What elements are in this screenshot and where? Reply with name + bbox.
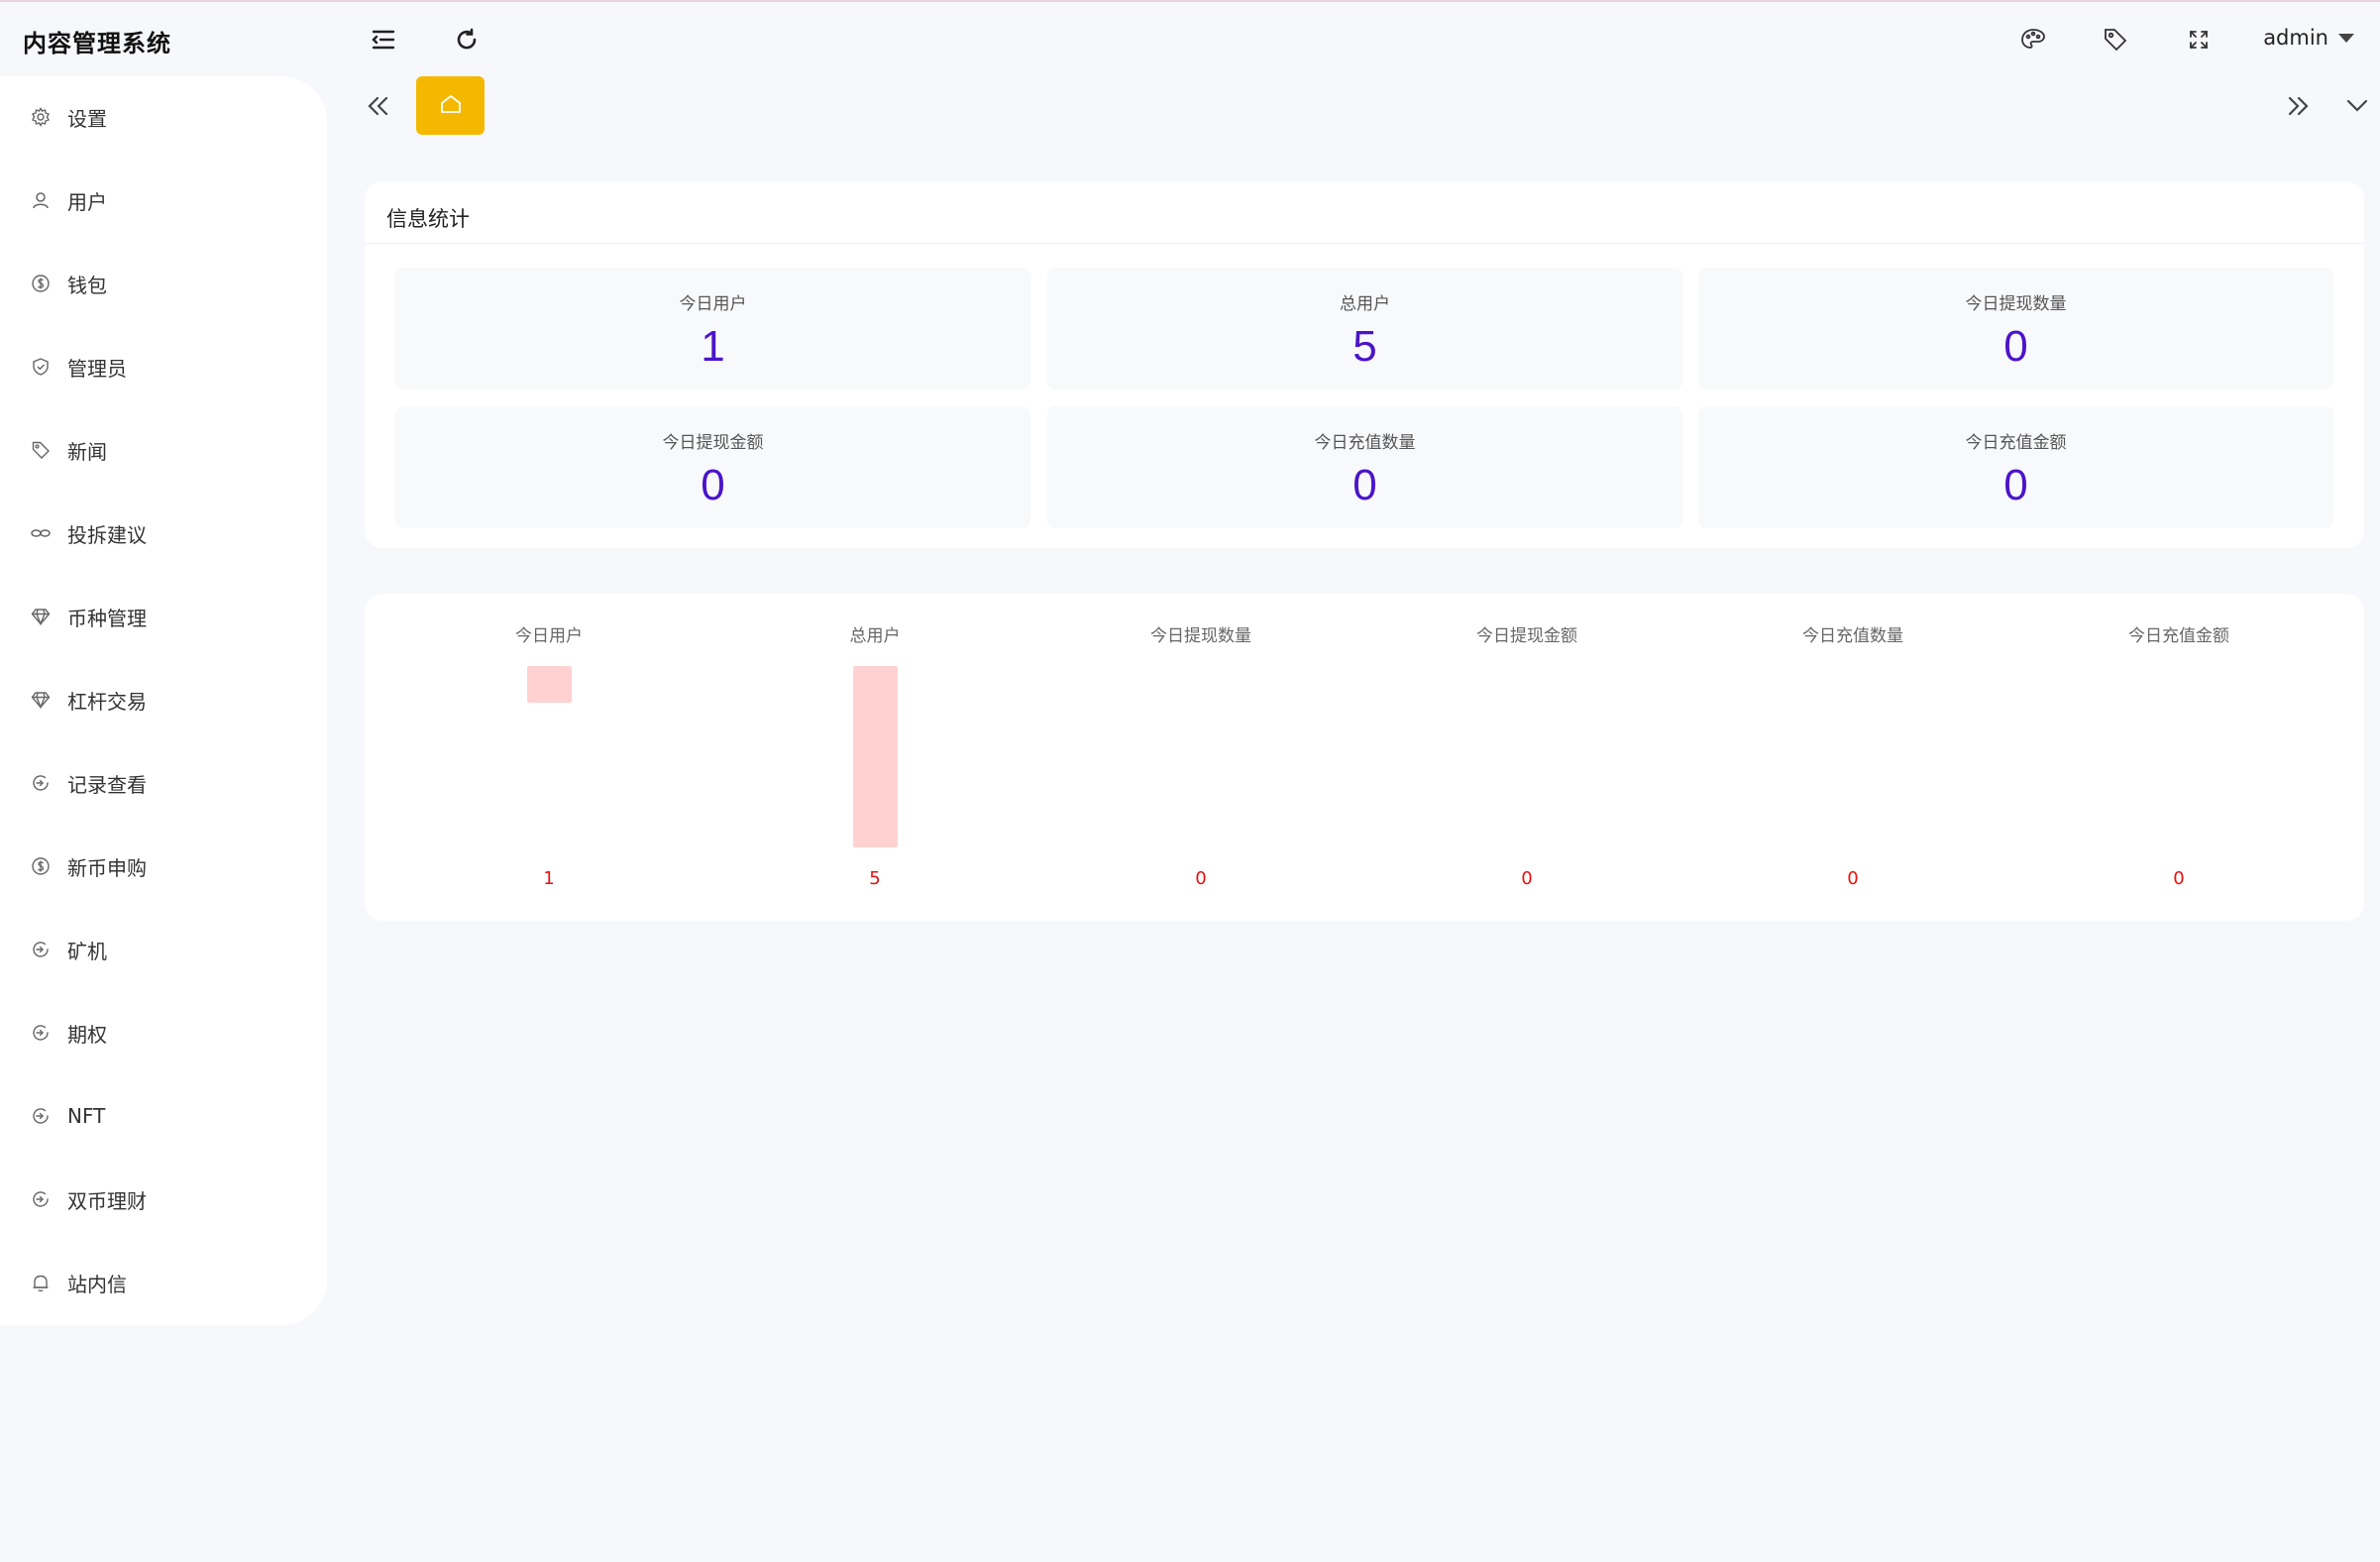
sidebar-item-label: 双币理财 <box>67 1188 147 1213</box>
stats-card: 信息统计 今日用户 1 总用户 5 今日提现数量 0 今日提现金额 0 今日充值… <box>365 181 2364 548</box>
coin-icon <box>30 273 52 294</box>
stat-label: 今日用户 <box>679 294 747 314</box>
stat-value: 0 <box>2003 322 2028 371</box>
circle-arrow-icon <box>30 772 52 794</box>
stat-today-recharge-count: 今日充值数量 0 <box>1047 406 1682 528</box>
stat-label: 今日提现金额 <box>662 433 764 453</box>
stat-label: 今日充值金额 <box>1965 433 2067 453</box>
sidebar-item-currency[interactable]: 币种管理 <box>0 587 327 646</box>
sidebar-item-label: 新币申购 <box>67 855 147 880</box>
sidebar-item-users[interactable]: 用户 <box>0 170 327 230</box>
chart-data-label: 0 <box>2173 868 2185 889</box>
chart-data-label: 5 <box>869 868 881 889</box>
username: admin <box>2263 26 2328 50</box>
tabs-dropdown-icon[interactable] <box>2337 86 2377 126</box>
circle-arrow-icon <box>30 1188 52 1210</box>
menu-fold-icon[interactable] <box>364 20 403 59</box>
sidebar-item-label: 杠杆交易 <box>67 689 147 714</box>
sidebar: 设置 用户 钱包 管理员 新闻 投拆建议 币种管理 杠杆交易 记录查看 新币申购… <box>0 76 327 1325</box>
circle-arrow-icon <box>30 939 52 960</box>
stat-value: 0 <box>1352 461 1377 509</box>
stat-today-users: 今日用户 1 <box>395 268 1030 390</box>
sidebar-item-label: 管理员 <box>67 356 127 381</box>
top-accent-line <box>0 0 2380 2</box>
gear-icon <box>30 106 52 128</box>
home-icon <box>439 93 463 119</box>
chart-bar <box>526 666 572 703</box>
stat-label: 总用户 <box>1340 294 1390 314</box>
stat-today-recharge-amount: 今日充值金额 0 <box>1698 406 2333 528</box>
sidebar-item-label: 用户 <box>67 189 107 214</box>
chart-data-label: 0 <box>1847 868 1859 889</box>
stat-today-withdraw-count: 今日提现数量 0 <box>1698 268 2333 390</box>
sidebar-item-label: 新闻 <box>67 439 107 464</box>
sidebar-item-dual-currency[interactable]: 双币理财 <box>0 1170 327 1229</box>
scroll-left-icon[interactable] <box>359 86 398 126</box>
caret-down-icon <box>2338 33 2354 43</box>
diamond-icon <box>30 689 52 711</box>
sidebar-item-options[interactable]: 期权 <box>0 1003 327 1062</box>
fullscreen-icon[interactable] <box>2179 20 2218 59</box>
scroll-right-icon[interactable] <box>2278 86 2318 126</box>
chart-data-label: 0 <box>1521 868 1533 889</box>
stat-today-withdraw-amount: 今日提现金额 0 <box>395 406 1030 528</box>
stat-value: 0 <box>701 461 725 509</box>
chart-category-label: 今日充值数量 <box>1802 626 1903 646</box>
sidebar-item-mining[interactable]: 矿机 <box>0 920 327 979</box>
user-menu[interactable]: admin <box>2263 26 2354 50</box>
palette-icon[interactable] <box>2013 20 2053 59</box>
sidebar-item-label: 钱包 <box>67 273 107 297</box>
chart-bar <box>852 666 898 847</box>
divider <box>365 243 2364 244</box>
stats-title: 信息统计 <box>386 207 470 231</box>
chart-category-label: 总用户 <box>849 626 901 646</box>
stat-value: 1 <box>701 322 725 371</box>
stat-value: 0 <box>2003 461 2028 509</box>
circle-arrow-icon <box>30 1022 52 1044</box>
sidebar-item-label: 投拆建议 <box>67 522 147 547</box>
tag-icon[interactable] <box>2096 20 2135 59</box>
sidebar-item-label: 记录查看 <box>67 772 147 797</box>
stat-value: 5 <box>1352 322 1377 371</box>
user-icon <box>30 189 52 211</box>
sidebar-item-wallet[interactable]: 钱包 <box>0 254 327 313</box>
bell-icon <box>30 1272 52 1293</box>
link-icon <box>30 522 52 544</box>
stat-label: 今日充值数量 <box>1314 433 1416 453</box>
sidebar-item-messages[interactable]: 站内信 <box>0 1253 327 1312</box>
chart-category-label: 今日提现金额 <box>1476 626 1577 646</box>
chart-category-label: 今日提现数量 <box>1150 626 1251 646</box>
stat-label: 今日提现数量 <box>1965 294 2067 314</box>
sidebar-item-label: 期权 <box>67 1022 107 1047</box>
shield-icon <box>30 356 52 378</box>
chart-card: 今日用户 1 总用户 5 今日提现数量 0 今日提现金额 0 今日充值数量 0 今日充值金额 0 <box>365 594 2364 921</box>
sidebar-item-feedback[interactable]: 投拆建议 <box>0 503 327 563</box>
sidebar-item-label: 矿机 <box>67 939 107 963</box>
chart-data-label: 1 <box>543 868 555 889</box>
diamond-icon <box>30 606 52 627</box>
chart-category-label: 今日充值金额 <box>2128 626 2229 646</box>
chart-category-label: 今日用户 <box>515 626 583 646</box>
sidebar-item-label: 站内信 <box>67 1272 127 1296</box>
sidebar-item-news[interactable]: 新闻 <box>0 420 327 480</box>
sidebar-item-admins[interactable]: 管理员 <box>0 337 327 396</box>
circle-arrow-icon <box>30 1105 52 1127</box>
stat-total-users: 总用户 5 <box>1047 268 1682 390</box>
coin-icon <box>30 855 52 877</box>
header: 内容管理系统 admin <box>0 2 2380 76</box>
sidebar-item-leverage[interactable]: 杠杆交易 <box>0 670 327 729</box>
sidebar-item-settings[interactable]: 设置 <box>0 87 327 147</box>
refresh-icon[interactable] <box>447 20 487 59</box>
sidebar-item-records[interactable]: 记录查看 <box>0 753 327 813</box>
tag-icon <box>30 439 52 461</box>
sidebar-item-label: NFT <box>67 1104 106 1128</box>
sidebar-item-label: 币种管理 <box>67 606 147 630</box>
chart-data-label: 0 <box>1195 868 1207 889</box>
tab-home[interactable] <box>416 76 485 135</box>
sidebar-item-new-coin[interactable]: 新币申购 <box>0 837 327 896</box>
app-title: 内容管理系统 <box>23 30 171 57</box>
sidebar-item-nft[interactable]: NFT <box>0 1086 327 1146</box>
sidebar-item-label: 设置 <box>67 106 107 131</box>
